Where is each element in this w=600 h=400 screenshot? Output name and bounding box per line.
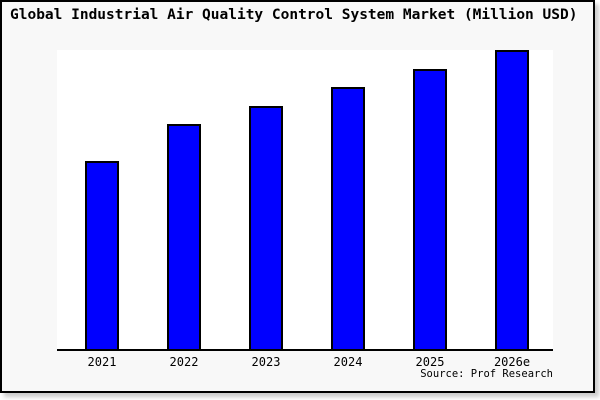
x-tick-label-2025: 2025	[415, 355, 445, 369]
x-tick-label-2021: 2021	[87, 355, 117, 369]
bar-slot-2023	[225, 50, 307, 349]
x-tick-label-2026e: 2026e	[493, 355, 531, 369]
chart-window: Global Industrial Air Quality Control Sy…	[0, 0, 595, 393]
x-axis-labels: 2021 2022 2023 2024 2025 2026e	[57, 355, 553, 369]
plot-area	[57, 50, 553, 351]
bar-2021	[85, 161, 119, 349]
bar-slot-2022	[143, 50, 225, 349]
bar-2022	[167, 124, 201, 349]
bar-2025	[413, 69, 447, 349]
bar-2026e	[495, 50, 529, 349]
bar-slot-2024	[307, 50, 389, 349]
x-tick-label-2023: 2023	[251, 355, 281, 369]
bar-2023	[249, 106, 283, 349]
bar-2024	[331, 87, 365, 349]
bar-slot-2021	[61, 50, 143, 349]
bar-slot-2026e	[471, 50, 553, 349]
x-tick-label-2022: 2022	[169, 355, 199, 369]
x-tick-label-2024: 2024	[333, 355, 363, 369]
source-credit: Source: Prof Research	[420, 368, 553, 380]
chart-title: Global Industrial Air Quality Control Sy…	[10, 7, 578, 23]
bar-slot-2025	[389, 50, 471, 349]
bars-container	[57, 50, 553, 349]
